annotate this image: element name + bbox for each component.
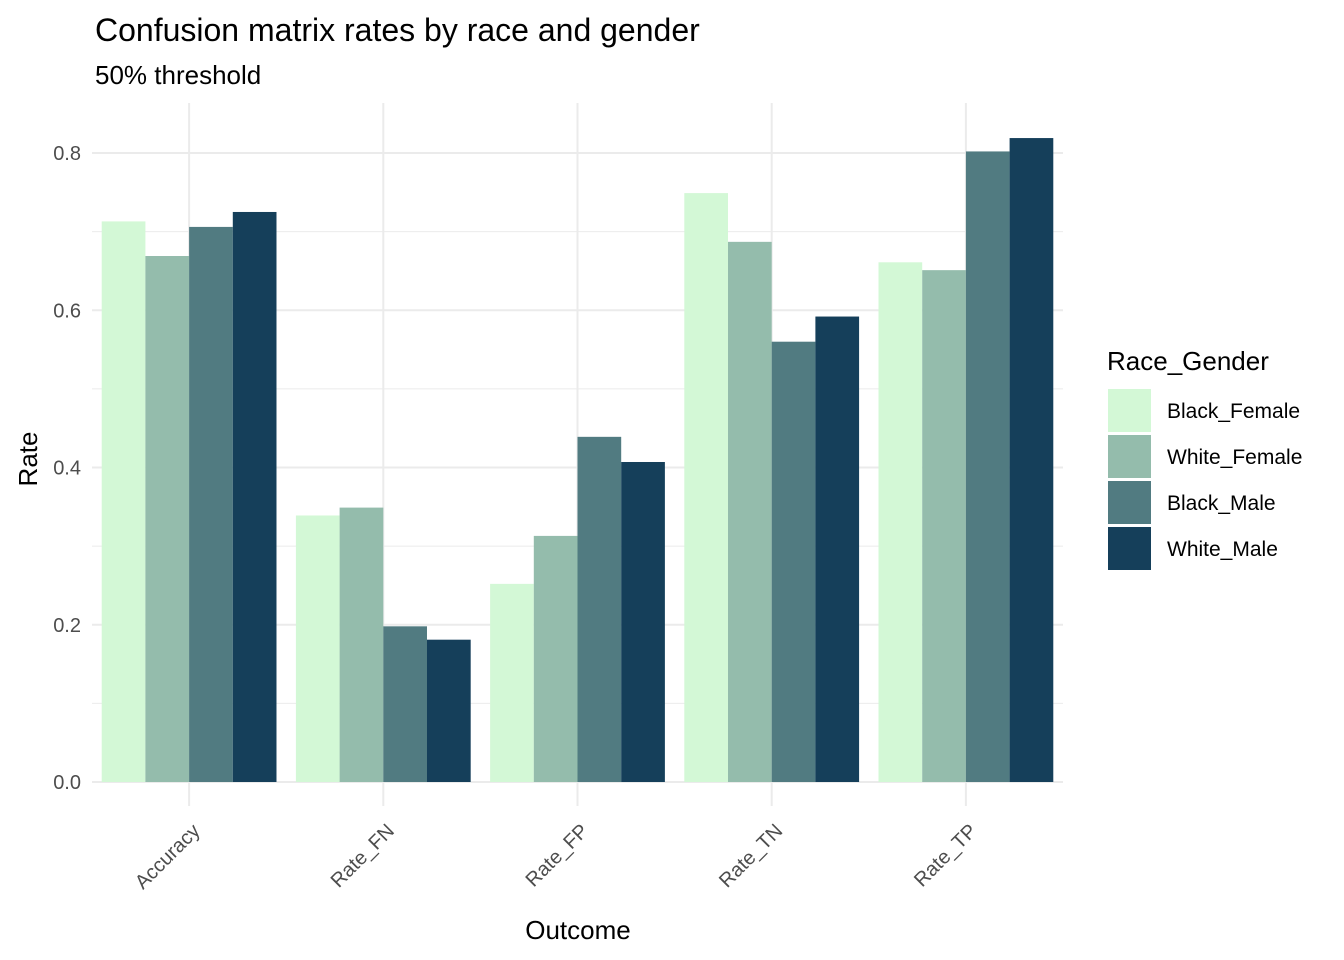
- x-tick-label: Rate_FN: [327, 820, 399, 892]
- y-tick-label: 0.8: [53, 143, 81, 165]
- bar-white-female-rate-fp: [533, 535, 578, 782]
- bar-white-male-accuracy: [232, 211, 277, 782]
- bar-black-male-rate-tp: [965, 151, 1010, 783]
- y-axis-ticks: 0.0 0.2 0.4 0.6 0.8: [53, 143, 81, 794]
- bar-white-male-rate-tn: [815, 316, 860, 782]
- bar-white-male-rate-tp: [1009, 138, 1054, 782]
- bar-white-male-rate-fp: [621, 461, 665, 782]
- legend: Race_Gender Black_Female White_Female Blac…: [1107, 346, 1302, 570]
- bar-black-male-accuracy: [189, 226, 233, 783]
- bar-black-female-rate-tp: [878, 262, 923, 782]
- x-tick-label: Rate_TP: [910, 820, 981, 891]
- bar-black-male-rate-fp: [577, 436, 622, 782]
- y-tick-label: 0.2: [53, 615, 81, 637]
- bar-black-female-rate-fp: [490, 583, 534, 782]
- bar-black-female-rate-fn: [295, 515, 340, 782]
- legend-key-black-male: [1108, 481, 1151, 524]
- y-tick-label: 0.4: [53, 458, 81, 480]
- bar-black-female-rate-tn: [684, 193, 729, 782]
- legend-label: White_Male: [1167, 538, 1278, 561]
- bar-white-female-rate-fn: [339, 507, 384, 782]
- x-tick-label: Rate_FP: [522, 820, 593, 891]
- legend-key-white-male: [1108, 527, 1151, 570]
- chart-title: Confusion matrix rates by race and gende…: [95, 12, 700, 48]
- x-axis-title: Outcome: [525, 915, 631, 945]
- bar-black-male-rate-tn: [771, 341, 816, 782]
- legend-label: Black_Female: [1167, 400, 1300, 423]
- bar-white-female-rate-tp: [922, 270, 966, 782]
- bar-black-male-rate-fn: [383, 626, 427, 782]
- y-tick-label: 0.6: [53, 300, 81, 322]
- legend-key-black-female: [1108, 389, 1151, 432]
- x-tick-label: Rate_TN: [715, 820, 787, 892]
- y-tick-label: 0.0: [53, 772, 81, 794]
- legend-key-white-female: [1108, 435, 1151, 478]
- bar-white-male-rate-fn: [426, 639, 471, 782]
- y-axis-title: Rate: [13, 432, 43, 487]
- legend-title: Race_Gender: [1107, 346, 1269, 376]
- chart-subtitle: 50% threshold: [95, 60, 261, 90]
- bar-white-female-rate-tn: [728, 241, 772, 782]
- bar-white-female-accuracy: [145, 255, 190, 782]
- legend-label: Black_Male: [1167, 492, 1276, 515]
- x-axis-ticks: Accuracy Rate_FN Rate_FP Rate_TN Rate_TP: [131, 820, 982, 894]
- bar-black-female-accuracy: [101, 221, 146, 782]
- x-tick-label: Accuracy: [131, 820, 205, 894]
- bars: [101, 138, 1054, 783]
- legend-label: White_Female: [1167, 446, 1302, 469]
